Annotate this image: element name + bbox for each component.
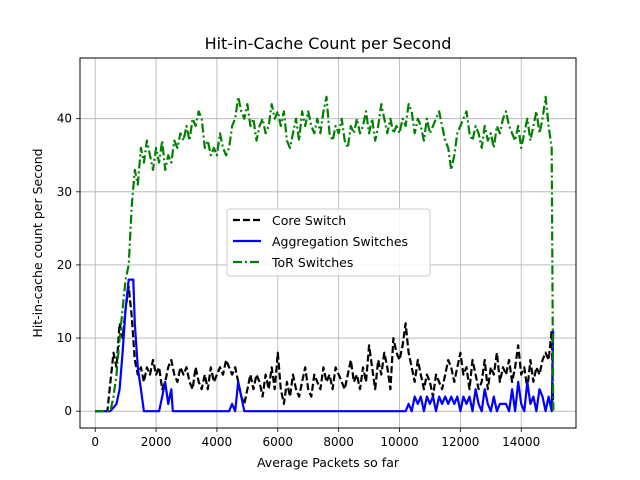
series-lines xyxy=(95,95,555,413)
x-tick-label: 10000 xyxy=(380,435,418,449)
x-axis-label: Average Packets so far xyxy=(257,455,400,470)
x-tick-label: 6000 xyxy=(263,435,294,449)
x-axis-ticks: 0 2000 4000 6000 8000 10000 12000 14000 xyxy=(91,428,540,449)
legend: Core Switch Aggregation Switches ToR Swi… xyxy=(226,208,431,277)
x-tick-label: 4000 xyxy=(202,435,233,449)
y-tick-label: 20 xyxy=(57,258,72,272)
x-tick-label: 12000 xyxy=(441,435,479,449)
y-axis-label: Hit-in-cache count per Second xyxy=(30,148,45,337)
x-tick-label: 2000 xyxy=(141,435,172,449)
x-tick-label: 8000 xyxy=(323,435,354,449)
y-tick-label: 0 xyxy=(64,404,72,418)
legend-label-aggregation-switches: Aggregation Switches xyxy=(272,234,408,249)
y-tick-label: 40 xyxy=(57,112,72,126)
x-tick-label: 0 xyxy=(91,435,99,449)
series-line-tor-switches xyxy=(95,95,555,413)
series-line-aggregation-switches xyxy=(95,278,555,413)
legend-box xyxy=(226,208,431,277)
x-tick-label: 14000 xyxy=(502,435,540,449)
legend-label-tor-switches: ToR Switches xyxy=(271,255,353,270)
plot-frame xyxy=(79,57,577,429)
legend-label-core-switch: Core Switch xyxy=(272,213,346,228)
y-axis-ticks: 0 10 20 30 40 xyxy=(57,112,80,418)
y-tick-label: 30 xyxy=(57,185,72,199)
series-line-core-switch xyxy=(95,285,555,413)
y-tick-label: 10 xyxy=(57,331,72,345)
chart-title: Hit-in-Cache Count per Second xyxy=(205,34,452,53)
